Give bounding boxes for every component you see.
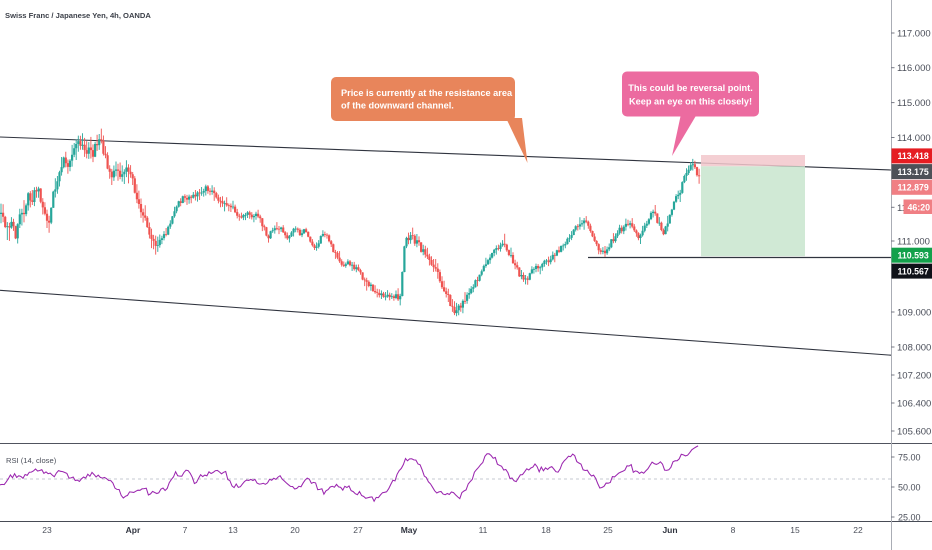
svg-text:109.000: 109.000 — [897, 308, 931, 319]
svg-text:112.879: 112.879 — [898, 183, 929, 193]
svg-text:116.000: 116.000 — [897, 63, 931, 74]
svg-text:Swiss Franc / Japanese Yen, 4h: Swiss Franc / Japanese Yen, 4h, OANDA — [5, 11, 151, 20]
svg-text:113.418: 113.418 — [898, 151, 929, 161]
svg-text:8: 8 — [731, 525, 736, 535]
svg-text:22: 22 — [853, 525, 863, 535]
svg-text:of the downward channel.: of the downward channel. — [341, 101, 454, 111]
svg-text:50.00: 50.00 — [898, 482, 921, 492]
svg-text:25.00: 25.00 — [898, 512, 921, 522]
svg-text:11: 11 — [479, 525, 488, 535]
svg-text:20: 20 — [290, 525, 300, 535]
svg-text:46:20: 46:20 — [908, 203, 931, 213]
svg-text:RSI (14, close): RSI (14, close) — [6, 456, 57, 465]
svg-text:Price is currently at the resi: Price is currently at the resistance are… — [341, 88, 513, 98]
svg-text:15: 15 — [790, 525, 800, 535]
svg-text:Apr: Apr — [126, 525, 141, 535]
svg-text:Keep an eye on this closely!: Keep an eye on this closely! — [629, 97, 752, 107]
svg-text:115.000: 115.000 — [897, 98, 931, 109]
svg-text:117.000: 117.000 — [897, 29, 931, 40]
svg-text:111.000: 111.000 — [897, 237, 930, 248]
svg-text:113.175: 113.175 — [898, 167, 929, 177]
svg-text:25: 25 — [603, 525, 613, 535]
svg-text:110.593: 110.593 — [898, 251, 929, 261]
svg-text:7: 7 — [183, 525, 188, 535]
svg-text:75.00: 75.00 — [898, 452, 921, 462]
svg-text:18: 18 — [541, 525, 551, 535]
svg-text:114.000: 114.000 — [897, 133, 931, 144]
svg-text:105.600: 105.600 — [897, 427, 931, 438]
svg-text:107.200: 107.200 — [897, 371, 931, 382]
svg-text:110.567: 110.567 — [898, 266, 929, 276]
svg-text:13: 13 — [228, 525, 238, 535]
svg-text:Jun: Jun — [662, 525, 677, 535]
svg-text:This could be reversal point.: This could be reversal point. — [628, 83, 753, 93]
svg-text:108.000: 108.000 — [897, 343, 931, 354]
svg-text:23: 23 — [42, 525, 52, 535]
svg-text:27: 27 — [353, 525, 363, 535]
svg-text:106.400: 106.400 — [897, 399, 931, 410]
svg-text:May: May — [401, 525, 418, 535]
